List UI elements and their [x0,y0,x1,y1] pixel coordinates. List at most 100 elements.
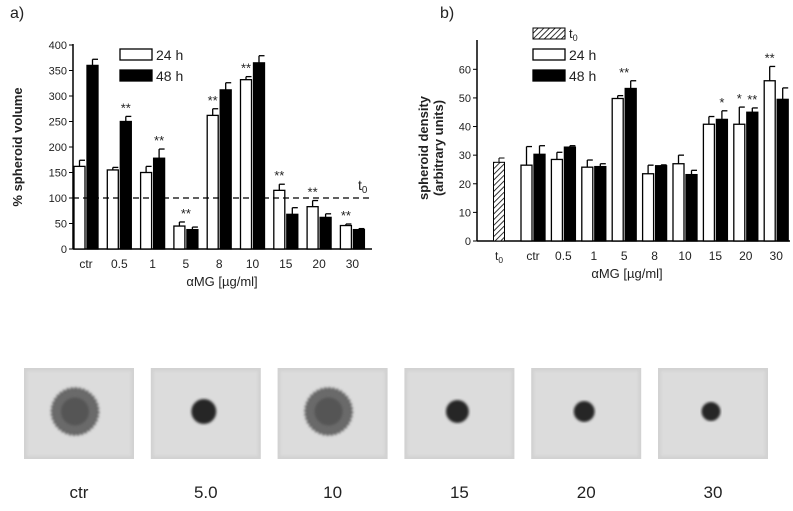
legend-label: 24 h [569,47,596,63]
y-tick-label: 10 [459,207,471,219]
bar-t0 [493,161,505,242]
x-axis-label: αMG [µg/ml] [186,274,257,289]
spheroid [445,400,469,423]
x-tick-label: 5 [621,249,628,263]
significance-mark: ** [619,65,629,80]
x-tick-label-t0-sub: 0 [498,255,503,265]
y-tick-label: 50 [459,93,471,105]
x-tick-label-t0-main: t [495,249,499,263]
legend-swatch [532,48,566,61]
reference-line-label-sub: 0 [362,185,368,196]
panel-label: b) [440,5,454,22]
bar-24h-1 [139,171,153,250]
bar-48h-10 [685,173,698,242]
bar-48h-1 [152,157,166,250]
legend-swatch [119,69,153,82]
x-tick-label: 10 [678,249,692,263]
bar-24h-10 [239,79,253,250]
y-tick-label: 300 [49,91,67,103]
reference-line-label-main: t [358,177,362,193]
legend-label: 48 h [156,68,183,84]
bar-48h-5 [624,87,637,242]
y-tick-label: 350 [49,66,67,78]
y-tick-label: 30 [459,150,471,162]
significance-mark: * [719,95,724,110]
bar-48h-1 [594,165,607,242]
reference-line-label: t0 [358,177,368,196]
y-axis-label: % spheroid volume [10,87,25,206]
y-tick-label: 0 [465,236,471,248]
x-tick-label: 0.5 [111,257,128,271]
y-tick-label: 250 [49,117,67,129]
legend-label-t0-main: t [569,26,573,41]
bar-24h-30 [339,224,353,250]
bar-24h-0.5 [106,169,119,250]
spheroid [573,401,595,422]
bar-48h-20 [746,111,759,242]
x-tick-label: 5 [183,257,190,271]
spheroid [701,402,721,421]
bar-24h-15 [273,189,286,250]
bar-48h-30 [776,98,789,242]
legend-label: 24 h [156,47,183,63]
x-tick-label: ctr [79,257,92,271]
legend-swatch [532,69,566,82]
y-axis-label-2: (arbitrary units) [431,100,446,196]
y-tick-label: 20 [459,179,471,191]
legend-label-t0: t0 [569,26,578,43]
micrograph-label: 20 [577,483,596,502]
bar-48h-15 [715,118,729,242]
bar-48h-8 [219,89,232,250]
micrograph-label: 30 [704,483,723,502]
y-tick-label: 100 [49,193,67,205]
micrograph-10 [277,368,388,459]
x-tick-label: ctr [526,249,539,263]
x-axis-label: αMG [µg/ml] [591,266,662,281]
significance-mark: ** [765,50,775,65]
x-tick-label: 8 [651,249,658,263]
legend-swatch-t0 [532,27,566,40]
x-tick-label: 15 [279,257,293,271]
bar-48h-0.5 [119,120,132,250]
bar-24h-5 [611,97,624,242]
x-tick-label: 1 [149,257,156,271]
significance-mark: * [737,91,742,106]
bar-48h-0.5 [563,146,577,242]
micrograph-30 [658,368,768,459]
bar-48h-20 [319,216,332,250]
x-tick-label: 15 [709,249,723,263]
panel-label: a) [10,5,24,22]
bar-48h-ctr [533,153,546,242]
y-axis-label: spheroid density [416,95,431,200]
bar-24h-8 [641,173,655,242]
bar-24h-ctr [73,165,86,250]
micrograph-20 [531,368,642,459]
bar-24h-5 [173,225,186,250]
bar-24h-30 [763,80,776,242]
x-tick-label-t0: t0 [495,249,503,265]
significance-mark: ** [274,168,284,183]
micrograph-5.0 [150,368,261,459]
significance-mark: ** [241,61,251,76]
micrograph-label: 15 [450,483,469,502]
y-tick-label: 50 [55,219,67,231]
y-tick-label: 150 [49,168,67,180]
significance-mark: ** [154,133,164,148]
bar-24h-1 [581,166,594,242]
significance-mark: ** [208,93,218,108]
legend-swatch [119,48,153,61]
legend-label: 48 h [569,68,596,84]
y-tick-label: 40 [459,122,471,134]
x-tick-label: 30 [770,249,784,263]
bar-48h-5 [186,228,199,250]
micrograph-ctr [24,368,134,459]
significance-mark: ** [747,92,757,107]
bar-24h-15 [702,123,716,242]
y-tick-label: 0 [61,244,67,256]
significance-mark: ** [308,185,318,200]
bar-24h-0.5 [550,158,564,242]
x-tick-label: 0.5 [555,249,572,263]
micrograph-label: 5.0 [194,483,218,502]
